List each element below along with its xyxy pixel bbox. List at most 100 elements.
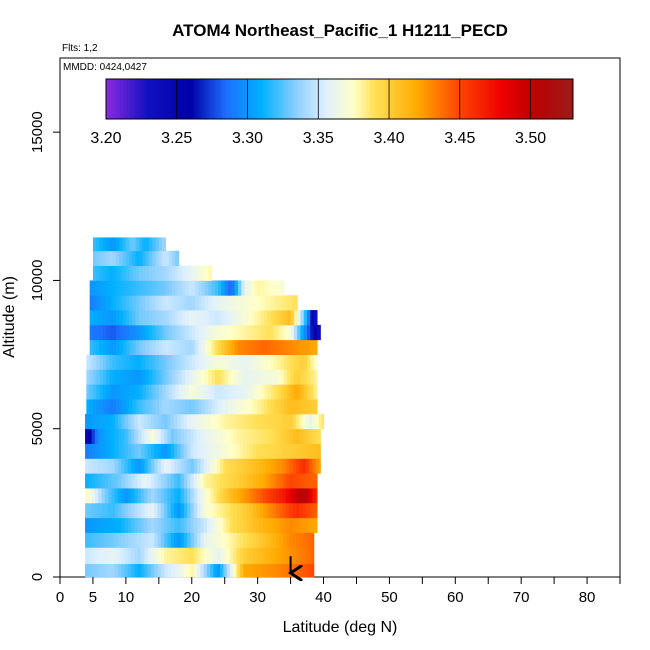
heat-cell <box>125 354 130 370</box>
heat-cell <box>124 563 129 578</box>
heat-cell <box>229 443 234 459</box>
heat-cell <box>117 563 122 578</box>
heat-cell <box>158 384 163 400</box>
colorbar-swatch <box>134 79 137 119</box>
heat-cell <box>247 369 252 385</box>
heat-cell <box>147 532 152 548</box>
heat-cell <box>92 250 97 266</box>
heat-cell <box>131 488 136 504</box>
heat-cell <box>218 339 223 355</box>
colorbar-swatch <box>556 79 560 119</box>
heat-cell <box>168 265 173 281</box>
heat-cell <box>223 547 228 565</box>
colorbar-swatch <box>516 79 520 119</box>
heat-cell <box>302 428 307 444</box>
heat-cell <box>178 324 183 341</box>
heat-cell <box>285 428 290 444</box>
heat-cell <box>178 384 183 400</box>
heat-cell <box>259 473 264 489</box>
colorbar-swatch <box>386 79 390 119</box>
heat-cell <box>200 563 205 578</box>
heat-cell <box>307 369 311 385</box>
x-axis: 0 5 10 20 30 40 50 60 70 80 <box>56 577 621 606</box>
heat-cell <box>260 339 265 355</box>
heat-cell <box>247 280 252 296</box>
heat-cell <box>237 369 242 385</box>
heat-cell <box>89 310 94 326</box>
heat-cell <box>157 517 162 533</box>
heat-cell <box>241 310 246 326</box>
colorbar-swatch <box>232 79 235 119</box>
heat-cell <box>96 399 101 415</box>
heat-cell <box>316 324 321 341</box>
heat-cell <box>309 517 313 533</box>
heat-cell <box>276 473 280 489</box>
colorbar-swatch <box>348 79 352 119</box>
heat-cell <box>251 339 255 355</box>
heat-cell <box>88 413 93 430</box>
heat-cell <box>257 399 262 415</box>
heat-cell <box>239 547 244 565</box>
heat-cell <box>226 413 231 430</box>
heat-cell <box>279 547 284 565</box>
heat-cell <box>249 532 254 548</box>
heat-cell <box>223 532 228 548</box>
heat-cell <box>91 488 96 504</box>
heat-cell <box>117 473 122 489</box>
x-tick-label: 80 <box>579 589 596 606</box>
heat-cell <box>226 563 231 578</box>
heat-cell <box>266 443 271 459</box>
profile-band <box>89 280 285 296</box>
heat-cell <box>198 384 203 400</box>
heat-cell <box>112 295 117 311</box>
heat-cell <box>124 547 129 565</box>
heat-cell <box>147 443 152 459</box>
heat-cell <box>284 295 288 311</box>
heat-cell <box>88 547 93 565</box>
heat-cell <box>150 443 155 459</box>
heat-cell <box>216 563 221 578</box>
heat-cell <box>160 443 165 459</box>
heat-cell <box>137 532 142 548</box>
heat-cell <box>99 354 104 370</box>
heat-cell <box>246 547 251 565</box>
heat-cell <box>274 369 279 385</box>
heat-cell <box>135 369 140 385</box>
heat-cell <box>285 502 290 519</box>
heat-cell <box>201 339 206 355</box>
heat-cell <box>172 339 176 355</box>
heat-cell <box>195 354 199 370</box>
heat-cell <box>233 563 238 578</box>
heat-cell <box>116 384 120 400</box>
colorbar-swatch <box>117 79 121 119</box>
heat-cell <box>145 369 150 385</box>
heat-cell <box>152 384 157 400</box>
heat-cell <box>239 428 244 444</box>
heat-cell <box>98 428 103 444</box>
heat-cell <box>193 532 198 548</box>
heat-cell <box>154 563 159 578</box>
heat-cell <box>187 473 192 489</box>
colorbar-swatch <box>411 79 415 119</box>
heat-cell <box>154 547 159 565</box>
heat-cell <box>157 547 162 565</box>
heat-cell <box>125 295 130 311</box>
colorbar-swatch <box>374 79 378 119</box>
heat-cell <box>98 413 103 430</box>
heat-cell <box>190 502 195 519</box>
heat-cell <box>233 458 238 474</box>
heat-cell <box>137 547 142 565</box>
heat-cell <box>247 310 252 326</box>
heat-cell <box>155 237 160 252</box>
heat-cell <box>188 399 193 415</box>
heat-cell <box>226 532 231 548</box>
profile-band <box>85 458 321 474</box>
heat-cell <box>251 354 255 370</box>
heat-cell <box>99 237 104 252</box>
heat-cell <box>313 324 318 341</box>
heat-cell <box>157 428 162 444</box>
heat-cell <box>119 310 124 326</box>
heat-cell <box>170 473 175 489</box>
heat-cell <box>141 443 145 459</box>
heat-cell <box>99 250 104 266</box>
